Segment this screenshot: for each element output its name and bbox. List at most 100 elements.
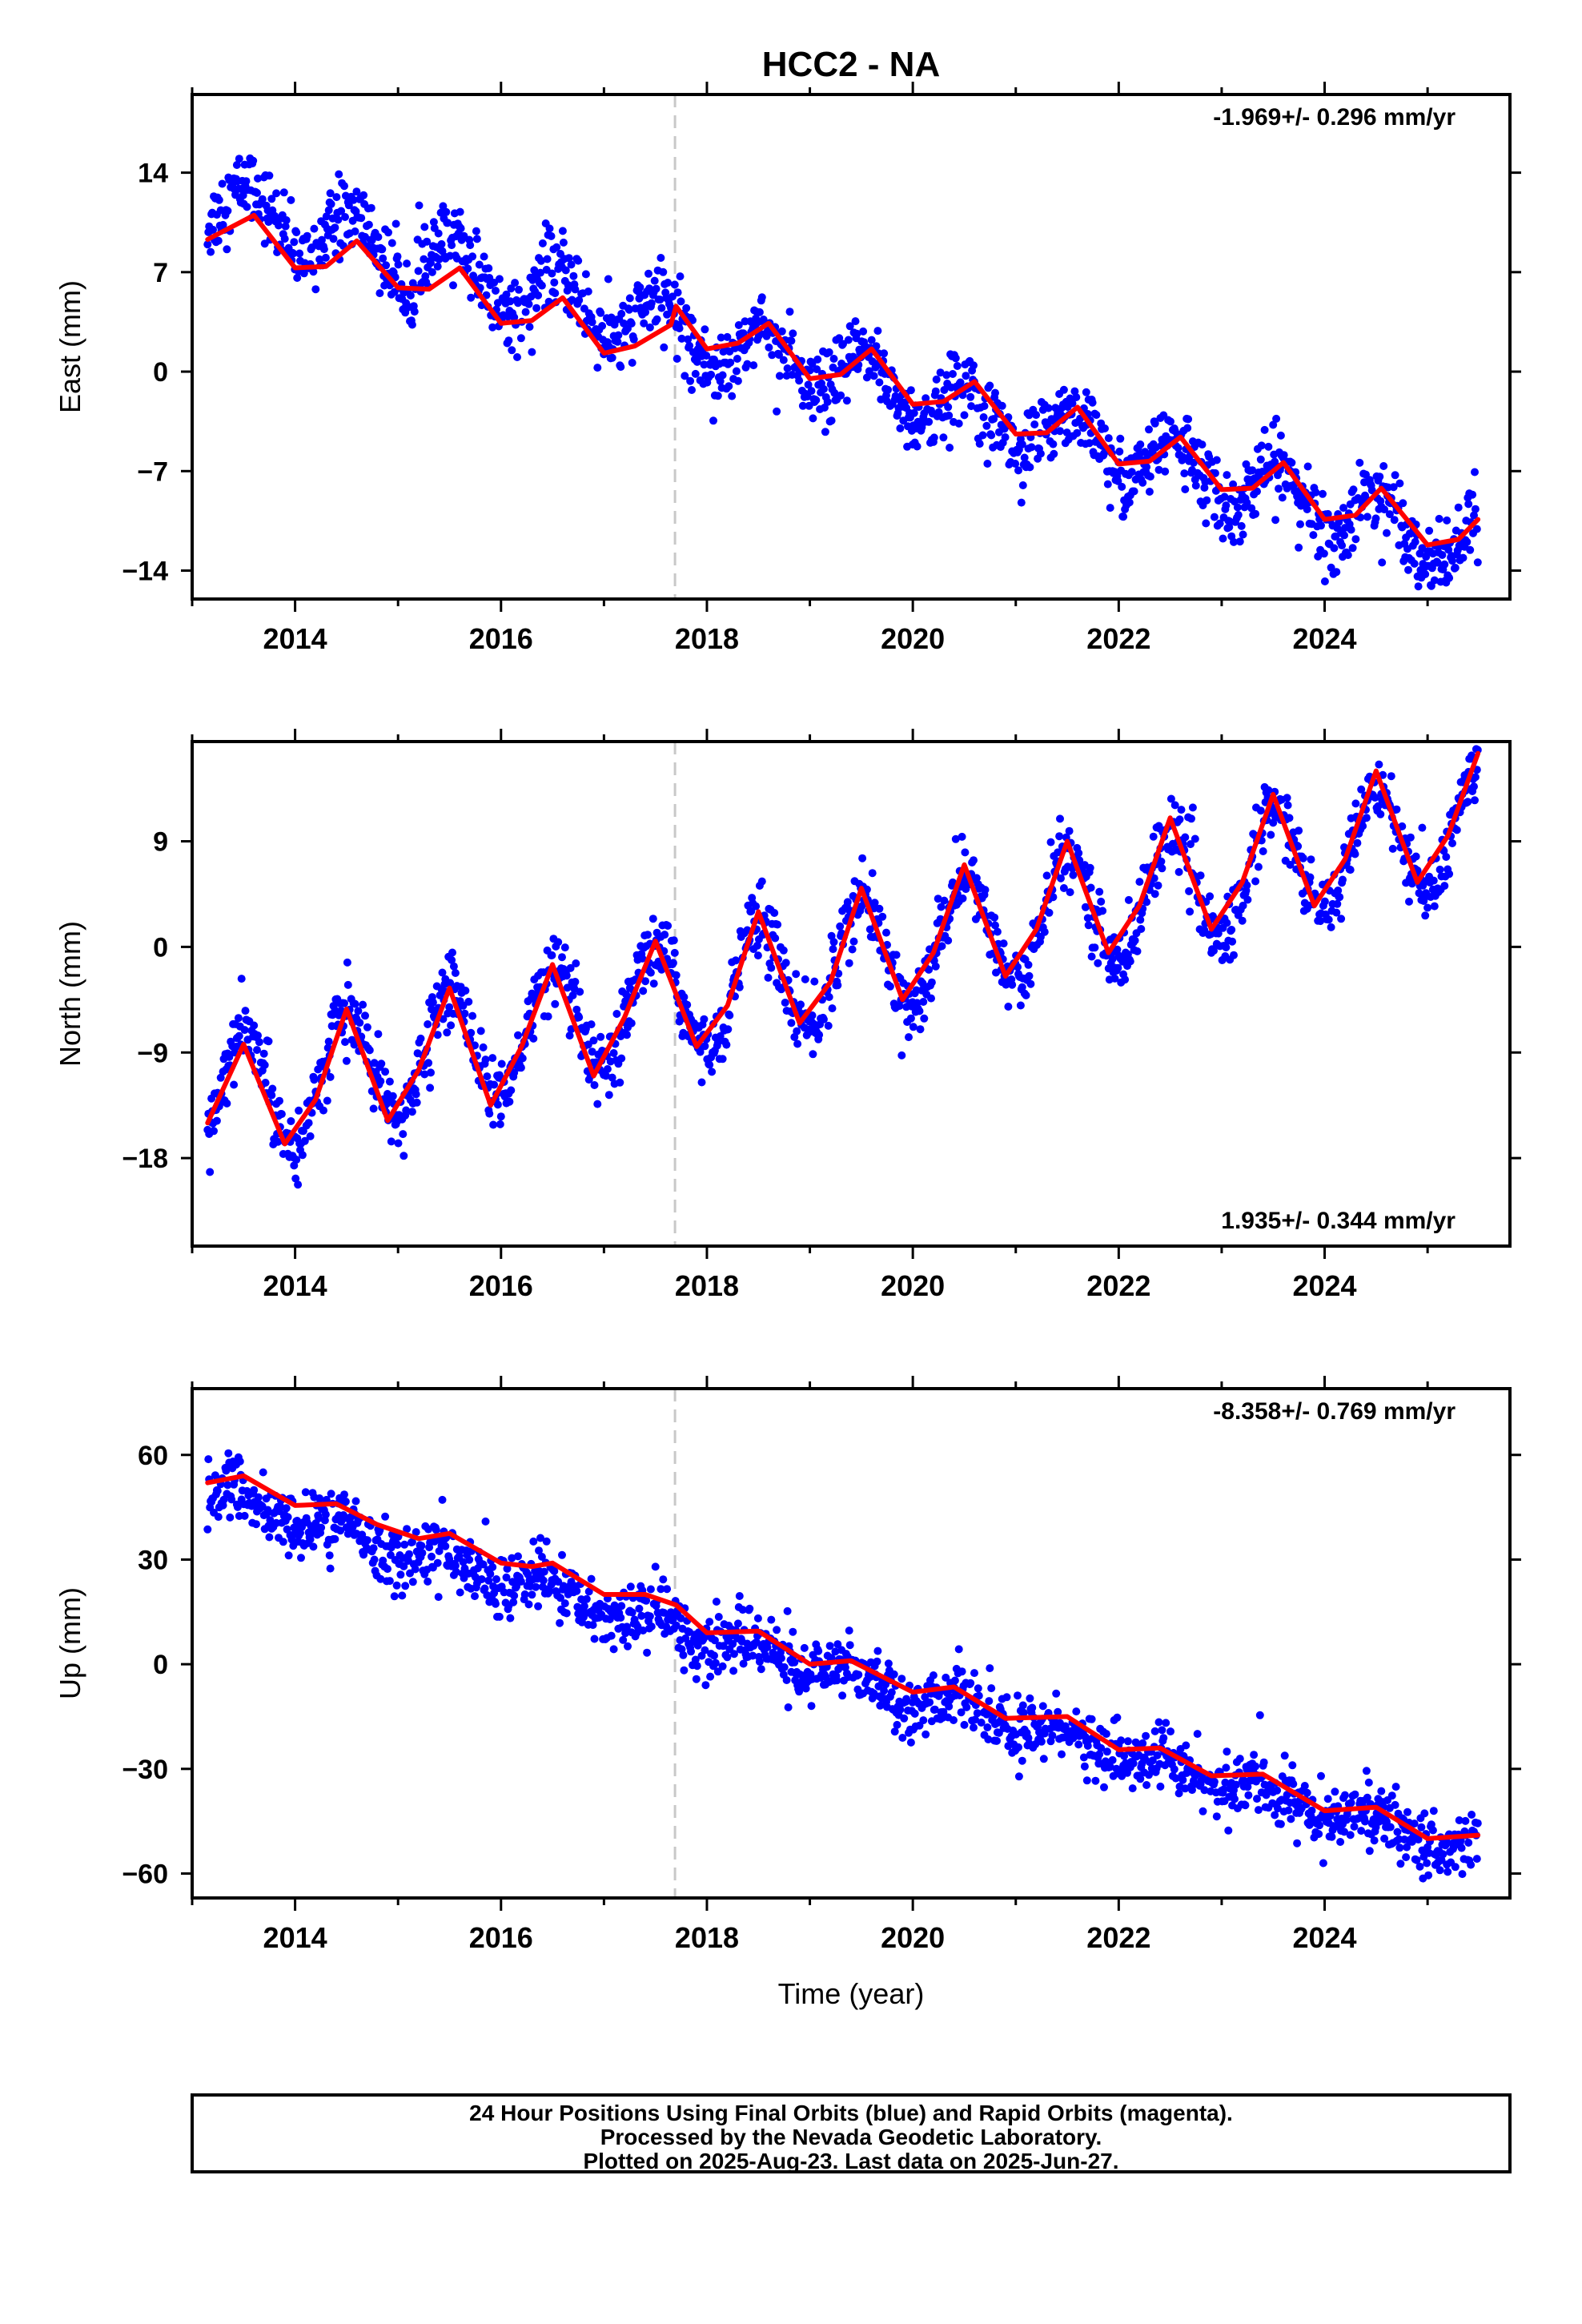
data-point xyxy=(277,1110,286,1119)
data-point xyxy=(321,253,330,262)
data-point xyxy=(492,1575,500,1583)
data-point xyxy=(656,1585,665,1594)
data-point xyxy=(385,1077,394,1086)
data-point xyxy=(845,1641,854,1650)
data-point xyxy=(488,1562,497,1571)
data-point xyxy=(669,936,678,945)
data-point xyxy=(279,188,288,197)
data-point xyxy=(230,1080,239,1089)
data-point xyxy=(1445,870,1454,879)
data-point xyxy=(406,292,415,300)
data-point xyxy=(974,1684,982,1693)
data-point xyxy=(379,254,387,263)
data-point xyxy=(942,371,951,380)
data-point xyxy=(1215,519,1224,528)
data-point xyxy=(554,1578,563,1586)
data-point xyxy=(932,375,941,384)
data-point xyxy=(536,268,544,277)
data-point xyxy=(1385,510,1394,519)
data-point xyxy=(693,357,701,366)
data-point xyxy=(807,387,816,396)
x-tick-label: 2020 xyxy=(881,1269,945,1302)
x-axis-label: Time (year) xyxy=(778,1977,925,2010)
data-point xyxy=(962,1703,971,1711)
data-point xyxy=(1347,525,1355,534)
data-point xyxy=(414,267,423,275)
data-point xyxy=(724,1025,733,1034)
data-point xyxy=(651,1562,660,1571)
data-point xyxy=(1046,838,1055,846)
data-point xyxy=(1161,467,1170,476)
data-point xyxy=(1130,936,1139,945)
data-point xyxy=(426,1084,435,1092)
data-point xyxy=(710,1651,718,1660)
data-point xyxy=(1056,427,1064,436)
data-point xyxy=(646,968,655,977)
data-point xyxy=(437,239,446,248)
data-point xyxy=(739,1659,748,1668)
data-point xyxy=(925,965,934,974)
data-point xyxy=(310,224,319,233)
data-point xyxy=(635,1604,644,1613)
data-point xyxy=(732,367,741,376)
x-tick-label: 2016 xyxy=(469,1269,533,1302)
data-point xyxy=(875,904,884,913)
data-point xyxy=(974,1691,983,1700)
x-tick-label: 2022 xyxy=(1086,622,1150,655)
data-point xyxy=(542,1537,551,1546)
data-point xyxy=(1332,568,1341,577)
data-point xyxy=(206,1168,215,1176)
data-point xyxy=(544,1012,552,1021)
data-point xyxy=(1438,551,1447,559)
data-point xyxy=(1231,1780,1240,1789)
y-tick-label: −7 xyxy=(137,456,168,487)
data-point xyxy=(1235,537,1244,546)
data-point xyxy=(1257,441,1266,450)
data-point xyxy=(1276,431,1285,440)
data-point xyxy=(1351,850,1359,858)
data-point xyxy=(314,1065,323,1074)
data-point xyxy=(561,266,570,275)
data-point xyxy=(819,1015,828,1023)
data-point xyxy=(978,431,987,440)
data-point xyxy=(1040,927,1049,936)
data-point xyxy=(1062,428,1071,437)
data-point xyxy=(889,1670,898,1679)
data-point xyxy=(449,281,457,290)
data-point xyxy=(1264,442,1273,451)
data-point xyxy=(515,285,523,294)
data-point xyxy=(669,959,677,967)
data-point xyxy=(999,939,1008,948)
data-point xyxy=(672,1621,681,1630)
data-point xyxy=(1367,486,1376,495)
data-point xyxy=(504,336,513,345)
data-point xyxy=(382,261,391,270)
data-point xyxy=(378,245,387,254)
data-point xyxy=(282,1504,291,1513)
data-point xyxy=(1351,799,1360,808)
data-point xyxy=(844,336,853,344)
data-point xyxy=(1421,570,1430,578)
data-point xyxy=(315,255,324,263)
data-point xyxy=(966,1679,975,1687)
data-point xyxy=(1340,531,1348,540)
data-point xyxy=(848,945,857,954)
data-point xyxy=(881,1680,890,1689)
data-point xyxy=(320,1516,329,1525)
data-point xyxy=(1158,1726,1166,1735)
data-point xyxy=(492,1599,500,1608)
data-point xyxy=(1264,786,1273,794)
data-point xyxy=(359,1550,368,1559)
data-point xyxy=(598,322,607,330)
data-point xyxy=(682,304,691,312)
data-point xyxy=(623,1031,631,1039)
data-point xyxy=(1191,481,1200,490)
data-point xyxy=(686,376,695,385)
data-point xyxy=(1388,844,1397,853)
data-point xyxy=(223,207,232,215)
data-point xyxy=(361,1011,369,1020)
data-point xyxy=(709,416,717,425)
data-point xyxy=(897,1675,906,1683)
data-point xyxy=(477,1575,486,1583)
data-point xyxy=(1212,456,1221,464)
